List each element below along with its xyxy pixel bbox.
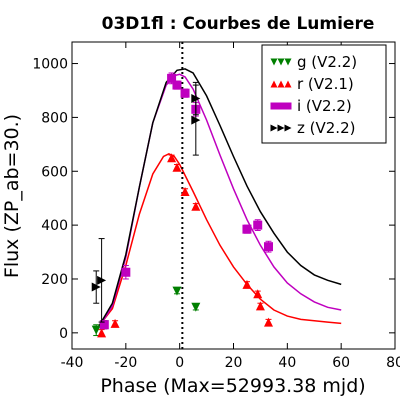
- x-tick-label: 60: [332, 355, 350, 371]
- marker-r: [253, 289, 263, 299]
- marker-r: [242, 279, 252, 289]
- point-i-7: [253, 219, 263, 232]
- point-z-0: [91, 270, 101, 304]
- marker-r: [167, 153, 177, 163]
- x-tick-label: 0: [175, 355, 184, 371]
- legend-marker-r: [277, 80, 285, 88]
- marker-z: [91, 282, 101, 292]
- curve-r: [98, 152, 342, 327]
- legend-marker-i: [277, 102, 285, 110]
- curve-z: [98, 68, 342, 327]
- x-tick-label: 20: [225, 355, 243, 371]
- legend-label-g: g (V2.2): [297, 53, 357, 71]
- point-r-4: [180, 186, 190, 196]
- legend-label-i: i (V2.2): [297, 97, 352, 115]
- point-r-6: [242, 279, 252, 289]
- point-i-8: [263, 240, 273, 253]
- data-points: [91, 72, 273, 338]
- legend-marker-r: [270, 80, 278, 88]
- point-i-3: [172, 80, 182, 90]
- y-tick-label: 200: [41, 272, 68, 288]
- marker-r: [97, 328, 107, 338]
- point-r-1: [110, 318, 120, 328]
- legend-marker-i: [270, 102, 278, 110]
- y-tick-label: 0: [59, 326, 68, 342]
- point-z-3: [191, 81, 201, 116]
- marker-r: [255, 301, 265, 311]
- y-tick-label: 400: [41, 218, 68, 234]
- marker-z: [191, 94, 201, 104]
- marker-g: [172, 286, 182, 296]
- legend-marker-g: [270, 58, 278, 66]
- marker-i: [242, 224, 252, 234]
- point-r-7: [253, 289, 263, 299]
- y-axis-label: Flux (ZP_ab=30.): [1, 114, 23, 278]
- marker-r: [191, 201, 201, 211]
- x-tick-label: -40: [61, 355, 84, 371]
- chart-title: 03D1fl : Courbes de Lumiere: [102, 14, 375, 34]
- legend: g (V2.2) r (V2.1) i (V2.2) z (V2.2): [261, 44, 387, 144]
- marker-i: [167, 73, 177, 83]
- point-z-1: [97, 238, 107, 323]
- point-i-4: [180, 88, 190, 98]
- legend-marker-i: [284, 102, 292, 110]
- legend-marker-g: [277, 58, 285, 66]
- y-tick-label: 600: [41, 164, 68, 180]
- point-r-0: [97, 328, 107, 338]
- marker-r: [263, 317, 273, 327]
- point-r-8: [255, 301, 265, 311]
- legend-marker-z: [277, 124, 285, 132]
- x-tick-label: 80: [386, 355, 400, 371]
- marker-i: [263, 242, 273, 252]
- marker-r: [110, 318, 120, 328]
- legend-label-z: z (V2.2): [297, 119, 355, 137]
- marker-i: [253, 220, 263, 230]
- marker-z: [191, 115, 201, 125]
- point-r-5: [191, 201, 201, 211]
- point-g-2: [172, 286, 182, 296]
- point-r-2: [167, 153, 177, 163]
- legend-marker-z: [270, 124, 278, 132]
- point-g-3: [191, 302, 201, 312]
- point-r-3: [172, 162, 182, 172]
- y-tick-label: 1000: [32, 57, 68, 73]
- x-tick-label: -20: [114, 355, 137, 371]
- legend-marker-z: [284, 124, 292, 132]
- marker-i: [172, 80, 182, 90]
- marker-g: [191, 302, 201, 312]
- point-r-9: [263, 317, 273, 327]
- marker-r: [180, 186, 190, 196]
- point-i-0: [99, 320, 109, 330]
- legend-marker-g: [284, 58, 292, 66]
- marker-z: [97, 275, 107, 285]
- x-tick-label: 40: [278, 355, 296, 371]
- point-i-1: [121, 265, 131, 280]
- marker-g: [91, 325, 101, 335]
- marker-i: [121, 267, 131, 277]
- model-curves: [98, 68, 342, 328]
- marker-i: [99, 320, 109, 330]
- point-i-6: [242, 224, 252, 234]
- x-axis-label: Phase (Max=52993.38 mjd): [100, 375, 365, 397]
- y-tick-label: 800: [41, 110, 68, 126]
- marker-r: [172, 162, 182, 172]
- marker-i: [180, 88, 190, 98]
- legend-label-r: r (V2.1): [297, 75, 354, 93]
- legend-marker-r: [284, 80, 292, 88]
